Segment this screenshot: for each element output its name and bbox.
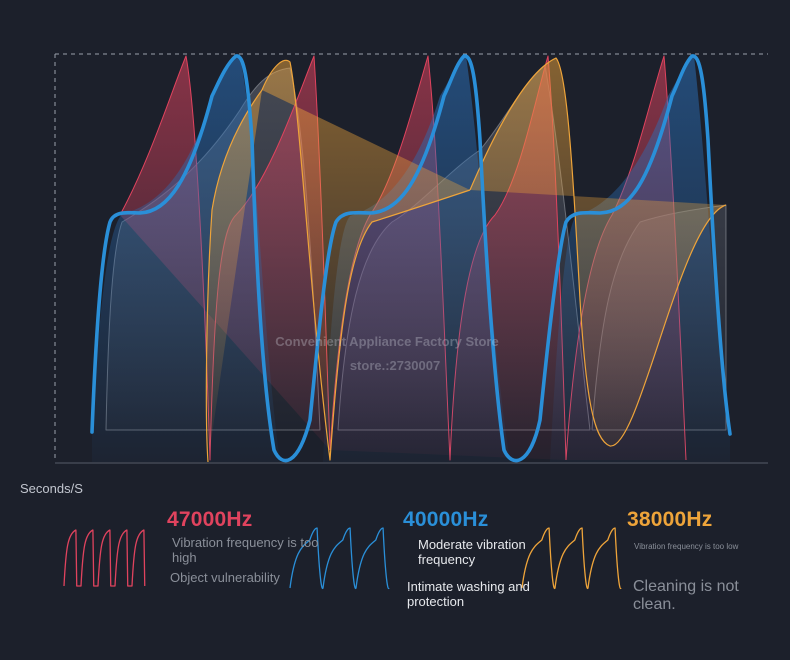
x-axis-label: Seconds/S bbox=[20, 481, 83, 496]
legend-desc-38000hz-1: Vibration frequency is too low bbox=[634, 542, 739, 551]
orange-wave-icon bbox=[521, 527, 622, 590]
legend-desc-40000hz-2: Intimate washing and protection bbox=[407, 579, 530, 609]
legend-label-38000hz: 38000Hz bbox=[627, 508, 713, 531]
waveform-chart bbox=[54, 53, 768, 464]
legend-desc-38000hz-2: Cleaning is not clean. bbox=[633, 578, 739, 613]
red-wave-icon bbox=[63, 529, 146, 587]
legend-desc-47000hz-2: Object vulnerability bbox=[170, 570, 280, 585]
legend-desc-40000hz-1: Moderate vibration frequency bbox=[418, 537, 526, 567]
watermark-line-2: store.:2730007 bbox=[349, 358, 441, 373]
blue-wave-icon bbox=[289, 527, 390, 590]
waveform-line-40000hz bbox=[90, 54, 732, 463]
waveform-38000hz bbox=[205, 57, 727, 463]
legend-label-47000hz: 47000Hz bbox=[167, 508, 253, 531]
legend-desc-47000hz-1: Vibration frequency is too high bbox=[172, 535, 319, 565]
legend-label-40000hz: 40000Hz bbox=[403, 508, 489, 531]
watermark-line-1: Convenient Appliance Factory Store bbox=[275, 334, 499, 349]
